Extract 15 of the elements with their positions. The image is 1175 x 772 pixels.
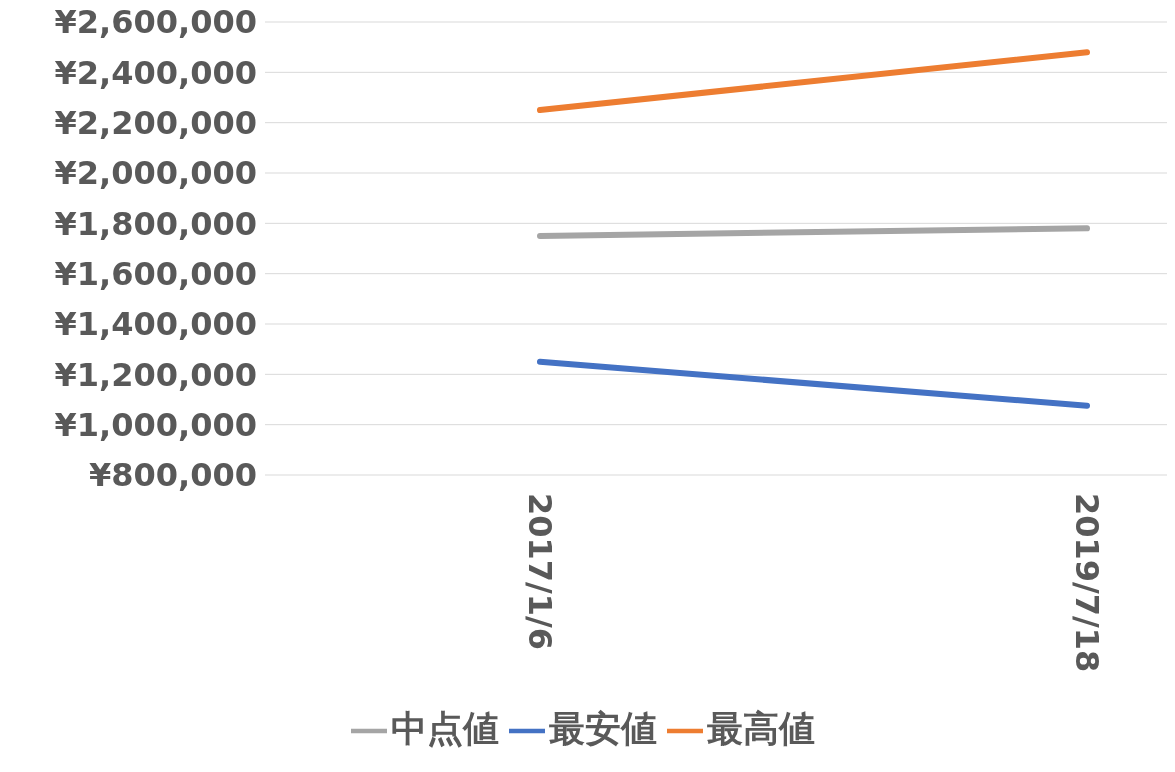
legend-label: 中点値 bbox=[390, 708, 499, 749]
y-tick-label: ¥1,200,000 bbox=[54, 355, 257, 394]
y-tick-label: ¥1,600,000 bbox=[54, 255, 257, 294]
y-tick-label: ¥2,200,000 bbox=[54, 104, 257, 143]
y-tick-label: ¥2,000,000 bbox=[54, 154, 257, 193]
x-tick-label: 2019/7/18 bbox=[1067, 493, 1106, 673]
y-tick-label: ¥2,400,000 bbox=[54, 53, 257, 92]
y-tick-label: ¥1,000,000 bbox=[54, 406, 257, 445]
y-tick-label: ¥1,400,000 bbox=[54, 305, 257, 344]
y-tick-label: ¥1,800,000 bbox=[54, 204, 257, 243]
legend-label: 最高値 bbox=[706, 708, 815, 749]
legend-label: 最安値 bbox=[548, 708, 657, 749]
y-tick-label: ¥2,600,000 bbox=[54, 3, 257, 42]
y-tick-label: ¥800,000 bbox=[88, 456, 257, 495]
x-tick-label: 2017/1/6 bbox=[520, 493, 559, 650]
